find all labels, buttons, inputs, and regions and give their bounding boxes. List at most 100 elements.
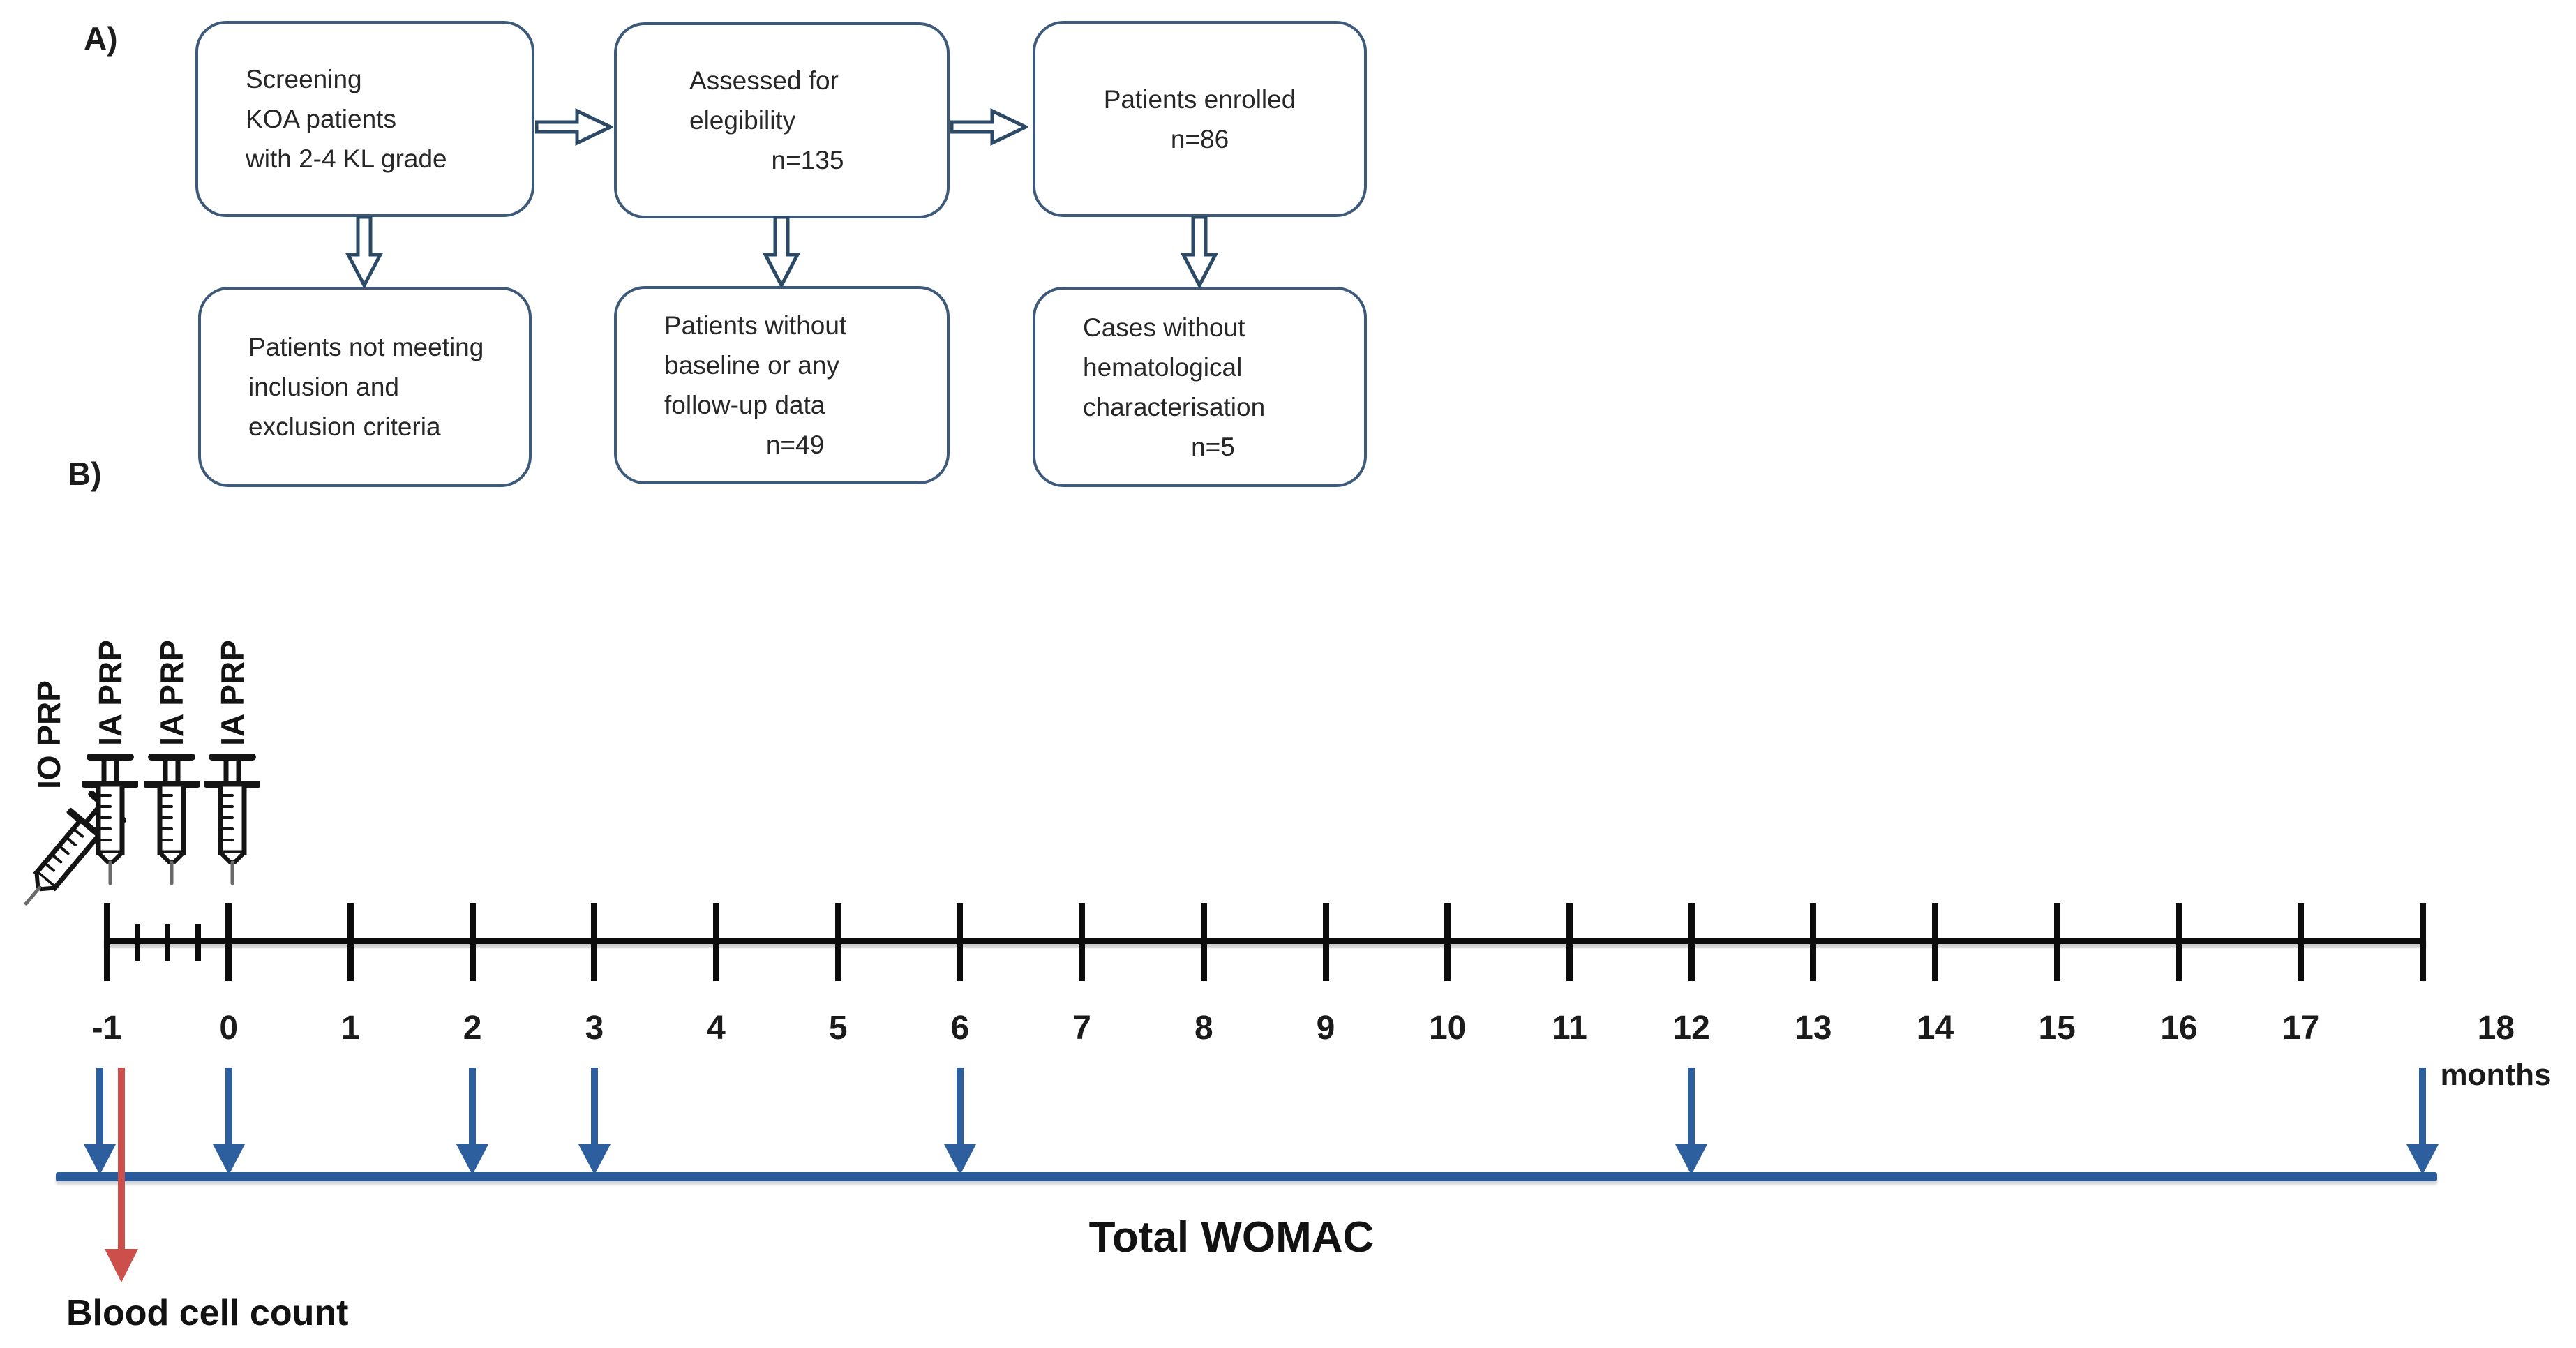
injection-label: IA PRP <box>214 640 250 746</box>
womac-arrow-icon <box>469 1068 477 1146</box>
down-arrow-icon <box>762 216 801 288</box>
flow-box-line: follow-up data <box>664 391 825 419</box>
flow-box-line: Screening <box>246 65 362 93</box>
timeline-tick <box>1810 903 1817 981</box>
timeline-tick-label: 2 <box>463 1010 482 1047</box>
timeline-tick-label: 17 <box>2282 1010 2320 1047</box>
flow-box-assessed-eligibility: Assessed for elegibility n=135 <box>614 22 950 218</box>
timeline-tick <box>957 903 964 981</box>
timeline-tick <box>1688 903 1695 981</box>
blood-arrow-icon <box>117 1068 125 1250</box>
timeline-tick-label: 11 <box>1552 1010 1587 1047</box>
injection-label: IO PRP <box>30 680 67 789</box>
timeline-tick-label: 7 <box>1072 1010 1091 1047</box>
womac-label: Total WOMAC <box>1088 1213 1375 1261</box>
timeline-tick <box>1444 903 1451 981</box>
timeline-tick <box>1200 903 1207 981</box>
timeline-tick <box>2176 903 2182 981</box>
timeline-tick <box>469 903 476 981</box>
womac-arrow-icon <box>456 1144 489 1175</box>
womac-arrow-icon <box>1675 1144 1708 1175</box>
flow-box-line: KOA patients <box>246 105 396 133</box>
timeline-tick-label: 1 <box>341 1010 360 1047</box>
flow-box-line: elegibility <box>689 106 796 135</box>
down-arrow-icon <box>345 216 384 288</box>
syringe-icon <box>202 752 262 885</box>
womac-arrow-icon <box>225 1068 232 1146</box>
flow-box-no-hematology: Cases without hematological characterisati… <box>1033 287 1367 487</box>
timeline-tick-label: -1 <box>91 1010 122 1047</box>
syringe-icon <box>3 785 131 922</box>
panel-b-label: B) <box>68 456 102 492</box>
timeline-tick <box>1079 903 1086 981</box>
injection-label: IA PRP <box>92 640 129 746</box>
timeline-tick <box>103 903 110 981</box>
flow-box-line: Patients enrolled <box>1103 84 1296 114</box>
flow-box-line: Patients without <box>664 311 847 340</box>
flow-box-line: with 2-4 KL grade <box>246 144 447 173</box>
womac-arrow-icon <box>578 1144 611 1175</box>
timeline-tick-label: 10 <box>1428 1010 1467 1047</box>
flow-box-line: n=5 <box>1191 432 1235 461</box>
womac-period-bar <box>56 1172 2437 1181</box>
injection-label: IA PRP <box>153 640 190 746</box>
flow-box-line: Cases without <box>1083 313 1245 342</box>
womac-arrow-icon <box>96 1068 103 1146</box>
womac-arrow-icon <box>212 1144 245 1175</box>
timeline-tick-label: 14 <box>1916 1010 1954 1047</box>
timeline-tick-label: 3 <box>585 1010 604 1047</box>
timeline-tick-label: 18 <box>2477 1010 2515 1047</box>
timeline-tick-label: 6 <box>950 1010 970 1047</box>
timeline-axis <box>104 938 2426 944</box>
womac-arrow-icon <box>590 1068 598 1146</box>
timeline-tick <box>2419 903 2426 981</box>
timeline-tick <box>1322 903 1329 981</box>
timeline-tick-label: 16 <box>2160 1010 2198 1047</box>
right-arrow-icon <box>950 108 1028 146</box>
flow-box-line: n=86 <box>1170 124 1229 153</box>
flow-box-line: Assessed for <box>689 66 839 95</box>
flow-box-no-followup-data: Patients without baseline or any follow-up… <box>614 286 950 484</box>
blood-cell-count-label: Blood cell count <box>66 1293 349 1333</box>
timeline-tick-label: 4 <box>707 1010 726 1047</box>
timeline-tick-label: 15 <box>2038 1010 2076 1047</box>
down-arrow-icon <box>1180 216 1219 288</box>
right-arrow-icon <box>535 108 613 146</box>
syringe-icon <box>81 752 140 885</box>
flow-box-line: baseline or any <box>664 351 839 380</box>
timeline-tick <box>347 903 354 981</box>
timeline-unit-label: months <box>2440 1058 2552 1092</box>
flow-box-line: Patients not meeting <box>248 333 484 361</box>
timeline-subtick <box>134 924 140 961</box>
womac-arrow-icon <box>956 1068 964 1146</box>
timeline-tick <box>1932 903 1938 981</box>
womac-arrow-icon <box>2406 1144 2439 1175</box>
womac-arrow-icon <box>84 1144 116 1175</box>
timeline-subtick <box>165 924 171 961</box>
womac-arrow-icon <box>2419 1068 2427 1146</box>
timeline-tick-label: 8 <box>1194 1010 1213 1047</box>
timeline-tick <box>1566 903 1573 981</box>
flow-box-screening: Screening KOA patients with 2-4 KL grade <box>195 21 534 217</box>
flow-box-line: n=135 <box>771 146 844 174</box>
flow-box-line: n=49 <box>765 430 825 459</box>
timeline-tick-label: 9 <box>1316 1010 1335 1047</box>
flow-box-line: exclusion criteria <box>248 412 441 441</box>
timeline-tick-label: 12 <box>1672 1010 1710 1047</box>
womac-arrow-icon <box>943 1144 976 1175</box>
syringe-icon <box>142 752 201 885</box>
timeline-tick-label: 5 <box>828 1010 848 1047</box>
flow-box-not-meeting-criteria: Patients not meeting inclusion and exclusi… <box>198 287 532 487</box>
timeline-subtick <box>195 924 202 961</box>
timeline-tick <box>713 903 719 981</box>
timeline-tick <box>834 903 841 981</box>
flow-box-line: characterisation <box>1083 392 1266 421</box>
timeline-tick <box>2298 903 2305 981</box>
panel-a-label: A) <box>84 20 118 57</box>
timeline-tick <box>2053 903 2060 981</box>
flow-box-line: hematological <box>1083 352 1243 382</box>
timeline-tick <box>225 903 232 981</box>
flow-box-enrolled: Patients enrolled n=86 <box>1033 21 1367 217</box>
timeline-tick <box>591 903 598 981</box>
